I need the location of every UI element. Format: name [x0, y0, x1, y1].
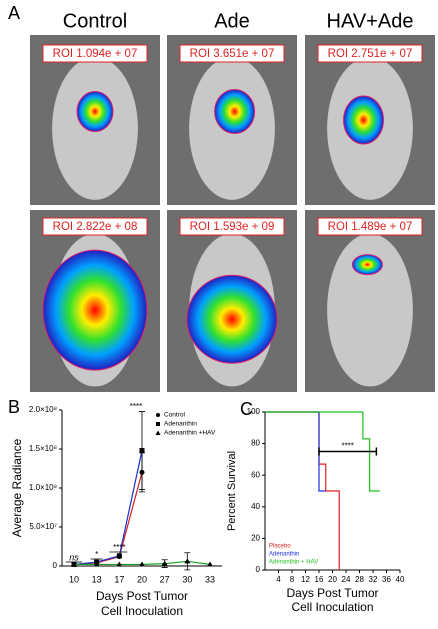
legend-label: Adenanthin + HAV	[269, 560, 318, 566]
roi-label: ROI 1.489e + 07	[328, 221, 413, 233]
y-tick-label: 1.0×10⁸	[29, 483, 57, 492]
column-header: Ade	[214, 10, 250, 32]
data-point	[116, 553, 122, 559]
y-tick-label: 100	[247, 407, 261, 416]
panel-label: C	[240, 399, 253, 419]
x-tick-label: 10	[69, 574, 79, 584]
legend-label: Adenanthin	[269, 552, 299, 558]
data-point	[207, 561, 213, 567]
y-tick-label: 40	[251, 502, 260, 511]
x-tick-label: 30	[182, 574, 192, 584]
data-point	[139, 561, 145, 567]
x-tick-label: 8	[290, 575, 295, 584]
roi-box	[179, 44, 285, 63]
roi-label: ROI 3.651e + 07	[190, 48, 275, 60]
x-tick-label: 4	[276, 575, 281, 584]
x-tick-label: 32	[369, 575, 378, 584]
x-tick-label: 36	[382, 575, 391, 584]
data-point	[116, 561, 123, 567]
legend-label: Control	[164, 412, 186, 419]
y-tick-label: 20	[251, 534, 260, 543]
x-tick-label: 40	[396, 575, 405, 584]
y-axis-label: Average Radiance	[10, 438, 24, 537]
mouse-body	[327, 233, 413, 387]
bioluminescence	[42, 249, 148, 371]
bioluminescence	[214, 89, 256, 134]
roi-label: ROI 1.593e + 09	[190, 221, 275, 233]
x-axis-label: Cell Inoculation	[291, 600, 373, 614]
roi-box	[42, 44, 148, 63]
roi-label: ROI 2.822e + 08	[53, 221, 138, 233]
x-axis-label: Days Post Tumor	[96, 589, 188, 603]
column-header: Control	[63, 10, 127, 32]
legend-marker	[155, 430, 161, 435]
x-tick-label: 27	[160, 574, 170, 584]
roi-label: ROI 2.751e + 07	[328, 48, 413, 60]
y-tick-label: 1.5×10⁸	[29, 444, 57, 453]
roi-box	[317, 217, 423, 236]
column-header: HAV+Ade	[327, 10, 414, 32]
bioluminescence	[343, 95, 384, 145]
bioluminescence	[351, 254, 383, 276]
survival-curve	[265, 411, 326, 492]
y-tick-label: 0	[256, 565, 261, 574]
x-tick-label: 24	[342, 575, 351, 584]
data-point	[71, 561, 77, 567]
data-point	[93, 561, 100, 567]
legend-label: Placebo	[269, 544, 291, 550]
x-axis-label: Days Post Tumor	[286, 586, 378, 600]
data-point	[184, 558, 191, 564]
legend-marker	[156, 413, 160, 417]
x-tick-label: 20	[328, 575, 337, 584]
x-tick-label: 20	[137, 574, 147, 584]
roi-label: ROI 1.094e + 07	[53, 48, 138, 60]
roi-box	[317, 44, 423, 63]
panel-label: A	[8, 3, 20, 23]
x-axis-label: Cell Inoculation	[101, 604, 183, 618]
y-tick-label: 0	[53, 561, 58, 570]
legend-label: Adenanthin +HAV	[164, 430, 216, 437]
bioluminescence	[76, 91, 114, 132]
y-tick-label: 80	[251, 439, 260, 448]
significance-label: *	[95, 550, 98, 559]
y-tick-label: 60	[251, 470, 260, 479]
x-tick-label: 28	[355, 575, 364, 584]
panel-label: B	[8, 397, 20, 417]
significance-label: ****	[130, 402, 142, 411]
x-tick-label: 33	[205, 574, 215, 584]
y-tick-label: 5.0×10⁷	[29, 522, 57, 531]
x-tick-label: 13	[92, 574, 102, 584]
significance-label: ns	[69, 552, 79, 562]
significance-label: ****	[341, 442, 353, 451]
series-line	[73, 450, 143, 566]
series-line	[73, 472, 143, 566]
y-axis-label: Percent Survival	[226, 451, 238, 531]
x-tick-label: 16	[315, 575, 324, 584]
data-point	[139, 448, 145, 454]
x-tick-label: 17	[114, 574, 124, 584]
data-point	[161, 560, 168, 566]
legend-marker	[156, 422, 160, 426]
roi-box	[42, 217, 148, 236]
y-tick-label: 2.0×10⁸	[29, 405, 57, 414]
roi-box	[179, 217, 285, 236]
x-tick-label: 12	[301, 575, 310, 584]
significance-bar	[318, 447, 378, 456]
survival-curve	[265, 411, 380, 492]
significance-label: ****	[113, 543, 125, 552]
bioluminescence	[186, 274, 278, 364]
legend-label: Adenanthin	[164, 421, 197, 428]
